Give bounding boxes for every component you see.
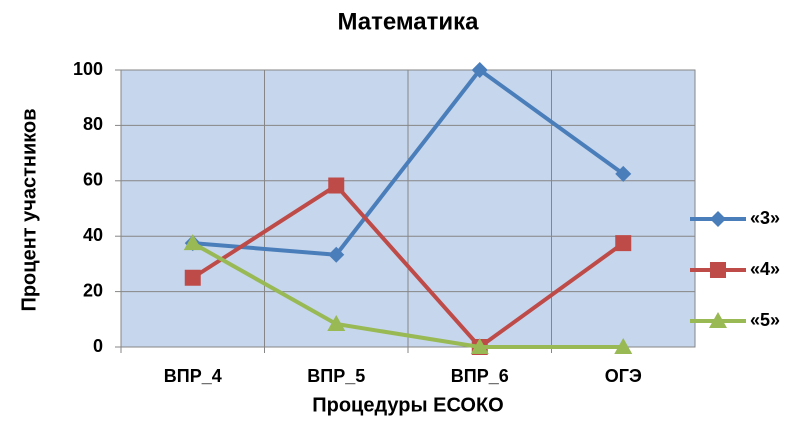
x-tick-label: ОГЭ <box>605 366 642 386</box>
marker-triangle <box>327 315 346 332</box>
series-line <box>191 182 625 350</box>
y-tick-label: 80 <box>83 114 103 134</box>
marker-square <box>328 177 345 194</box>
y-tick-label: 100 <box>73 59 103 79</box>
marker-square <box>184 269 201 286</box>
marker-diamond <box>615 165 632 182</box>
legend-label: «3» <box>750 208 780 228</box>
marker-square <box>710 262 726 278</box>
x-tick-label: ВПР_6 <box>451 366 509 386</box>
y-tick-label: 40 <box>83 225 103 245</box>
series-line <box>191 241 624 349</box>
marker-diamond <box>328 246 345 263</box>
x-axis-label: Процедуры ЕСОКО <box>312 394 503 416</box>
marker-triangle <box>183 234 202 251</box>
marker-diamond <box>471 62 488 78</box>
marker-triangle <box>470 338 489 354</box>
y-tick-label: 20 <box>83 280 103 300</box>
legend-label: «4» <box>750 259 780 279</box>
chart-title: Математика <box>337 8 479 35</box>
marker-diamond <box>710 211 726 227</box>
marker-square <box>615 235 632 252</box>
marker-triangle <box>709 312 727 328</box>
x-tick-label: ВПР_5 <box>307 366 365 386</box>
y-tick-label: 0 <box>93 336 103 356</box>
series-line <box>192 67 625 257</box>
y-tick-label: 60 <box>83 170 103 190</box>
y-axis-label: Процент участников <box>18 108 40 311</box>
marker-triangle <box>614 338 633 354</box>
x-tick-label: ВПР_4 <box>164 366 222 386</box>
legend-label: «5» <box>750 310 780 330</box>
